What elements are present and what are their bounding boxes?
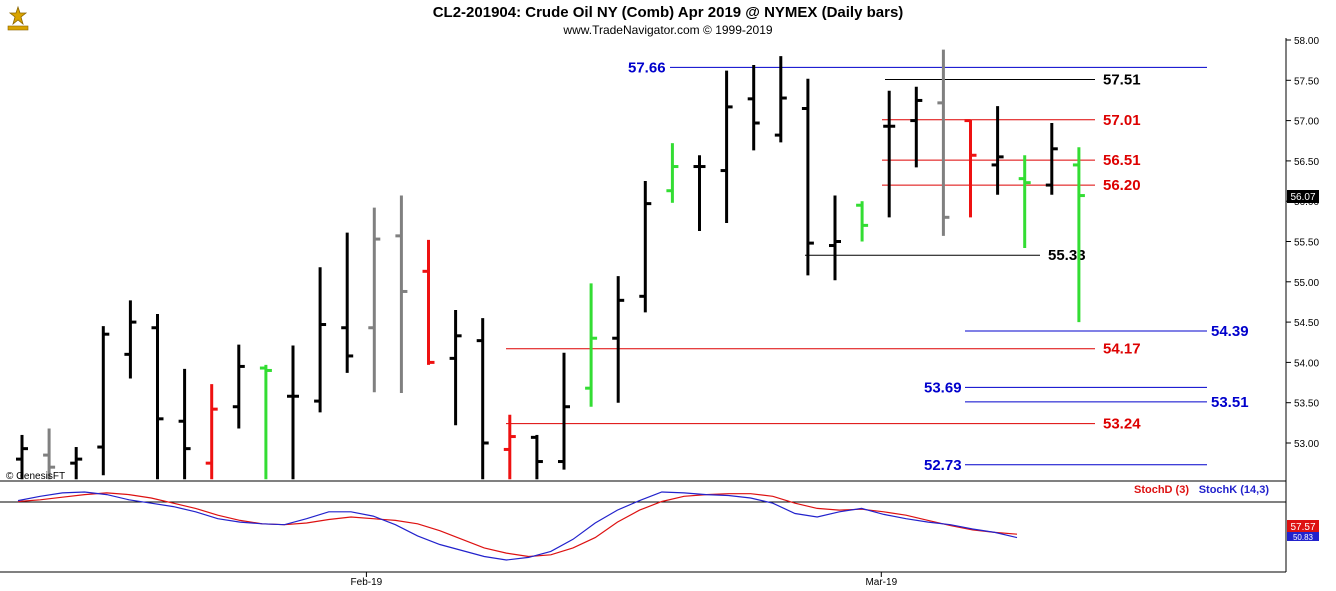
ohlc-bar — [151, 314, 164, 480]
ohlc-bar — [449, 310, 462, 426]
ohlc-bar — [558, 352, 570, 470]
price-tick-label: 57.50 — [1294, 76, 1319, 87]
ohlc-bar — [639, 181, 652, 313]
watermark-text: © GenesisFT — [6, 471, 65, 482]
ohlc-bar — [70, 447, 83, 480]
price-tick-label: 56.50 — [1294, 157, 1319, 168]
ohlc-bar — [747, 64, 760, 151]
level-label: 54.17 — [1103, 341, 1141, 358]
ohlc-bar — [503, 414, 516, 480]
ohlc-bar — [287, 345, 299, 480]
ohlc-bar — [395, 195, 408, 394]
ohlc-bar — [937, 49, 950, 236]
ohlc-bar — [232, 344, 245, 429]
level-label: 52.73 — [924, 457, 962, 474]
price-tick-label: 54.50 — [1294, 318, 1319, 329]
level-label: 57.01 — [1103, 112, 1141, 129]
ohlc-bar — [368, 207, 381, 393]
level-label: 55.33 — [1048, 247, 1086, 264]
ohlc-bar — [612, 276, 625, 403]
stochastic-lines — [17, 491, 1018, 561]
last-price-tag: 56.07 — [1287, 190, 1319, 203]
ohlc-bar — [1072, 147, 1085, 323]
ohlc-bar — [43, 428, 56, 480]
chart-subtitle: www.TradeNavigator.com © 1999-2019 — [562, 23, 772, 37]
level-label: 56.51 — [1103, 152, 1141, 169]
stochd-tag-value: 57.57 — [1290, 522, 1315, 533]
stochastic-panel — [0, 501, 1286, 573]
ohlc-bars — [16, 49, 1085, 480]
ohlc-bar — [259, 364, 272, 480]
price-tick-label: 54.00 — [1294, 358, 1319, 369]
level-label: 53.69 — [924, 379, 962, 396]
price-tick-label: 53.00 — [1294, 439, 1319, 450]
date-axis: Feb-19 Mar-19 — [351, 572, 898, 588]
price-tick-label: 53.50 — [1294, 399, 1319, 410]
date-tick-label: Mar-19 — [865, 577, 897, 588]
ohlc-bar — [124, 300, 137, 379]
ohlc-bar — [476, 318, 489, 480]
price-tick-label: 58.00 — [1294, 36, 1319, 47]
price-panel — [0, 38, 1287, 572]
ohlc-bar — [910, 86, 923, 168]
ohlc-bar — [530, 434, 543, 480]
ohlc-bar — [16, 434, 28, 480]
ohlc-bar — [585, 283, 598, 407]
level-label: 53.51 — [1211, 394, 1249, 411]
ohlc-bar — [1018, 155, 1031, 248]
price-tick-label: 57.00 — [1294, 117, 1319, 128]
level-label: 56.20 — [1103, 177, 1141, 194]
ohlc-bar — [829, 195, 841, 281]
chart-title: CL2-201904: Crude Oil NY (Comb) Apr 2019… — [433, 4, 904, 21]
ohlc-bar — [178, 368, 191, 480]
price-levels: 57.66 57.51 57.01 56.51 56.20 55.33 54.39 54.17… — [506, 59, 1249, 474]
level-label: 53.24 — [1103, 416, 1141, 433]
ohlc-bar — [801, 78, 814, 276]
last-price-value: 56.07 — [1290, 192, 1315, 203]
date-tick-label: Feb-19 — [351, 577, 383, 588]
level-label: 57.66 — [628, 59, 666, 76]
ohlc-bar — [883, 90, 896, 218]
ohlc-bar — [720, 70, 733, 223]
legend-stochk: StochK (14,3) — [1199, 484, 1270, 496]
stochk-tag-value: 50.83 — [1293, 533, 1314, 542]
ohlc-bar — [422, 239, 435, 365]
stochk-line — [17, 491, 1018, 561]
ohlc-bar — [341, 232, 354, 373]
price-tick-label: 55.00 — [1294, 278, 1319, 289]
price-tick-label: 55.50 — [1294, 238, 1319, 249]
stochastic-tags: 57.57 50.83 — [1287, 520, 1319, 542]
level-label: 57.51 — [1103, 71, 1141, 88]
ohlc-bar — [856, 201, 869, 242]
ohlc-bar — [964, 119, 977, 218]
ohlc-bar — [314, 267, 327, 413]
ohlc-bar — [991, 106, 1004, 195]
genesis-logo-icon — [4, 4, 32, 32]
ohlc-bar — [774, 56, 787, 143]
ohlc-bar — [693, 155, 706, 232]
level-label: 54.39 — [1211, 323, 1249, 340]
ohlc-bar — [666, 143, 679, 203]
ohlc-bar — [97, 326, 110, 476]
legend-stochd: StochD (3) — [1134, 484, 1189, 496]
ohlc-bar — [205, 384, 218, 480]
ohlc-bar — [1045, 123, 1058, 195]
